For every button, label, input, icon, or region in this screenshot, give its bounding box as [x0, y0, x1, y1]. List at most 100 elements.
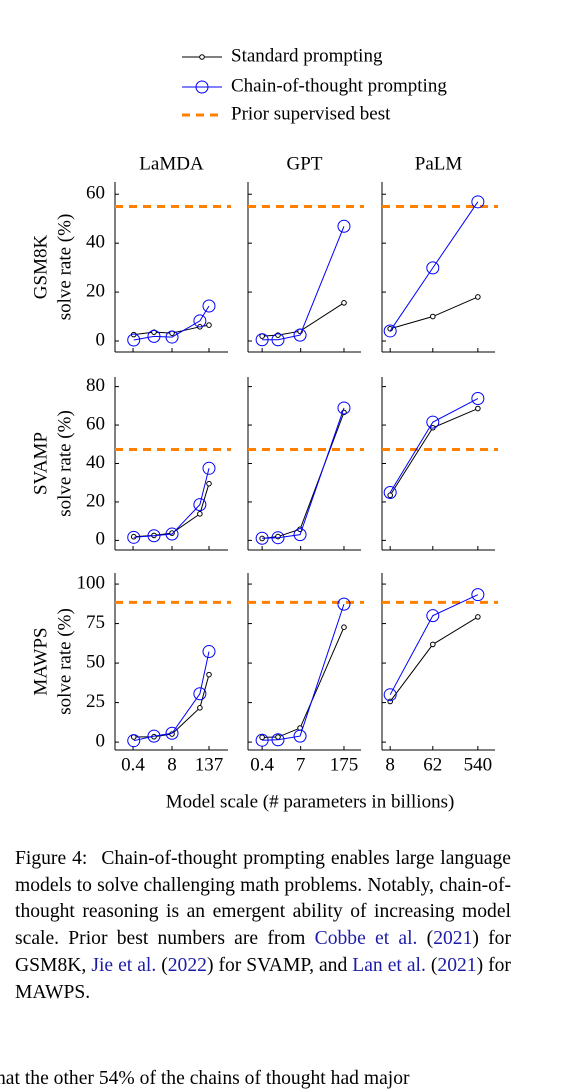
caption-label: Figure 4:: [15, 848, 88, 869]
point: [387, 698, 393, 705]
x-tick-label: 175: [330, 754, 359, 775]
y-tick-label: 20: [86, 490, 105, 511]
point: [193, 687, 207, 701]
point: [337, 401, 351, 415]
point: [275, 734, 281, 740]
point: [147, 329, 161, 343]
point: [127, 734, 141, 748]
y-tick-label: 25: [86, 691, 105, 712]
point: [206, 671, 212, 678]
point: [197, 511, 203, 517]
point: [341, 624, 347, 631]
citation-link[interactable]: Cobbe et al.: [314, 928, 418, 950]
point: [255, 733, 269, 747]
point: [341, 300, 347, 306]
series-line: [389, 616, 479, 702]
citation-link[interactable]: 2021: [437, 954, 477, 976]
y-tick-label: 0: [96, 329, 106, 350]
caption-text: ) for GSM8K,: [15, 928, 511, 976]
y-tick-label: 50: [86, 651, 105, 672]
point: [426, 261, 440, 275]
point: [165, 330, 179, 344]
y-tick-label: 0: [96, 730, 106, 751]
x-tick-label: 0.4: [250, 754, 274, 775]
point: [430, 313, 436, 320]
point: [471, 392, 485, 406]
point: [383, 688, 397, 702]
series-line: [262, 603, 345, 741]
legend-label: Prior supervised best: [231, 103, 391, 124]
x-tick-label: 8: [385, 754, 395, 775]
x-tick-label: 8: [167, 754, 177, 775]
y-axis-label: solve rate (%): [54, 410, 75, 517]
point: [383, 324, 397, 338]
legend-marker: [199, 54, 205, 60]
legend-label: Chain-of-thought prompting: [231, 75, 447, 96]
figure: Standard prompting Chain-of-thought promp…: [30, 45, 498, 812]
caption: Figure 4: Chain-of-thought prompting enab…: [15, 846, 511, 1006]
column-title: PaLM: [415, 153, 463, 174]
point: [147, 529, 161, 543]
caption-text: (: [417, 928, 434, 950]
point: [471, 195, 485, 209]
point: [127, 530, 141, 544]
column-title: LaMDA: [139, 153, 204, 174]
point: [383, 486, 397, 500]
y-axis-label: solve rate (%): [54, 608, 75, 715]
point: [387, 492, 393, 499]
y-axis-label: solve rate (%): [54, 214, 75, 321]
legend-marker: [195, 80, 209, 94]
point: [426, 609, 440, 623]
series-line: [389, 594, 479, 695]
y-tick-label: 75: [86, 612, 105, 633]
point: [193, 498, 207, 512]
point: [130, 734, 137, 740]
caption-text: ) for SVAMP, and: [206, 954, 353, 976]
y-tick-label: 100: [77, 572, 106, 593]
point: [271, 733, 285, 747]
caption-text: (: [156, 954, 168, 976]
point: [202, 645, 216, 659]
x-tick-label: 540: [464, 754, 493, 775]
point: [271, 333, 285, 347]
point: [471, 588, 485, 602]
point: [475, 294, 481, 300]
point: [337, 597, 351, 611]
y-tick-label: 0: [96, 529, 106, 550]
caption-text: Chain-of-thought prompting enables large…: [15, 848, 511, 950]
point: [255, 531, 269, 545]
y-tick-label: 40: [86, 232, 105, 253]
y-tick-label: 60: [86, 183, 105, 204]
point: [202, 299, 216, 313]
citation-link[interactable]: 2021: [433, 928, 473, 950]
point: [337, 219, 351, 233]
citation-link[interactable]: Jie et al.: [91, 954, 157, 976]
y-tick-label: 80: [86, 375, 105, 396]
series-line: [389, 201, 479, 332]
x-tick-label: 7: [296, 754, 306, 775]
citation-link[interactable]: Lan et al.: [352, 954, 426, 976]
citation-link[interactable]: 2022: [167, 954, 207, 976]
point: [202, 461, 216, 475]
point: [271, 531, 285, 545]
point: [127, 333, 141, 347]
series-line: [262, 226, 345, 341]
y-tick-label: 60: [86, 413, 105, 434]
legend-label: Standard prompting: [231, 45, 383, 66]
point: [475, 614, 481, 620]
series-line: [262, 412, 345, 539]
caption-text: ) for MAWPS.: [15, 954, 511, 1003]
point: [193, 314, 207, 328]
x-tick-label: 62: [423, 754, 442, 775]
point: [430, 641, 436, 648]
y-tick-label: 20: [86, 280, 105, 301]
series-line: [389, 398, 479, 493]
series-line: [133, 651, 210, 742]
point: [293, 328, 307, 342]
point: [165, 527, 179, 541]
point: [206, 480, 212, 487]
series-line: [262, 627, 345, 738]
point: [206, 322, 212, 328]
caption-text: (: [425, 954, 438, 976]
